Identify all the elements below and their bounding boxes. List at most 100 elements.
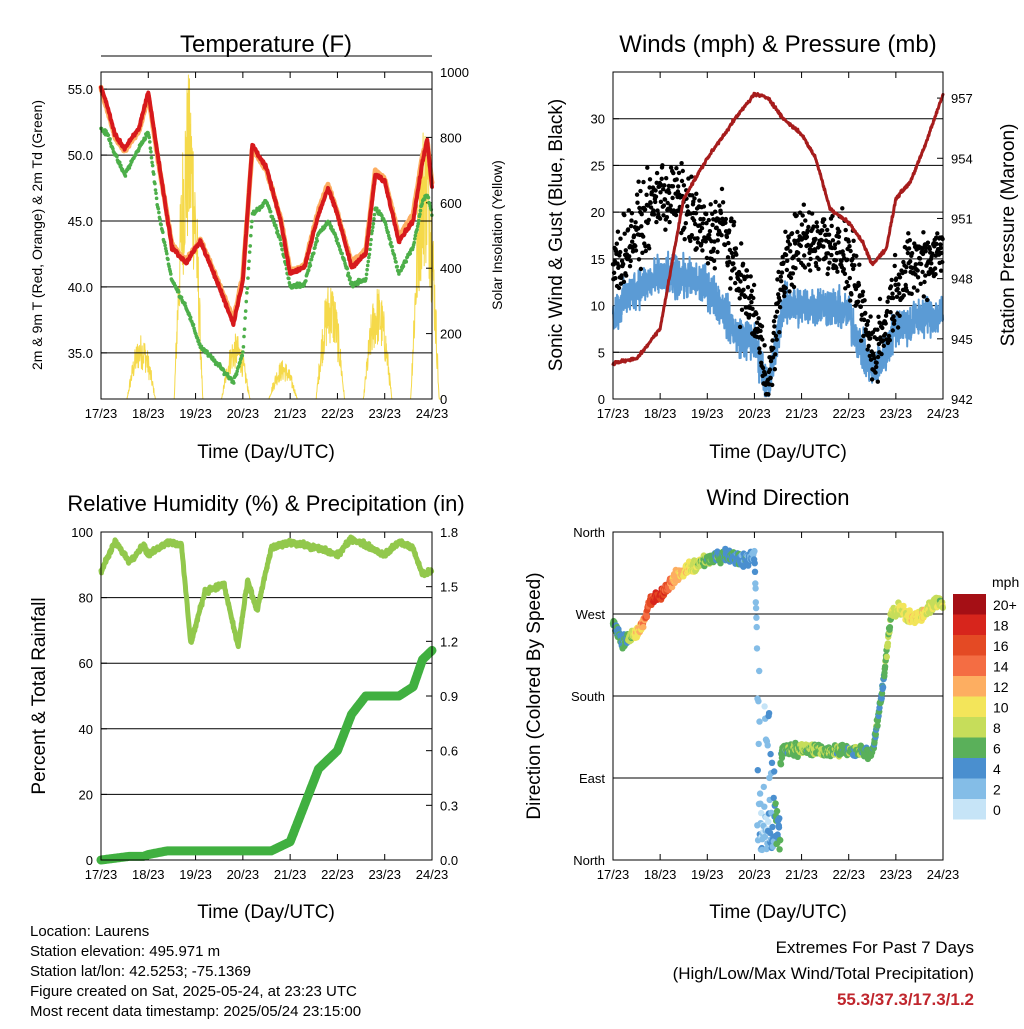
dewpoint-point xyxy=(384,222,388,227)
dewpoint-point xyxy=(392,253,397,258)
gust-point xyxy=(793,241,798,246)
gust-point xyxy=(636,179,641,184)
gust-point xyxy=(797,210,803,215)
legend-label: 10 xyxy=(993,700,1009,716)
direction-point xyxy=(761,803,768,810)
dewpoint-point xyxy=(313,245,317,250)
legend-swatch xyxy=(953,778,986,799)
gust-point xyxy=(802,265,808,270)
dewpoint-point xyxy=(388,237,392,241)
x-tick-label: 20/23 xyxy=(227,867,260,882)
gust-point xyxy=(777,330,782,335)
gust-point xyxy=(895,325,901,330)
dewpoint-point xyxy=(248,244,253,248)
gust-point xyxy=(886,333,892,339)
gust-point xyxy=(653,199,658,205)
gust-point xyxy=(840,249,845,254)
dewpoint-point xyxy=(348,276,352,280)
gust-point xyxy=(859,338,864,343)
gust-point xyxy=(784,267,790,273)
gust-point xyxy=(625,227,631,232)
legend-swatch xyxy=(953,737,986,758)
y-tick-label-right: 945 xyxy=(951,332,973,347)
direction-point xyxy=(752,580,759,587)
gust-point xyxy=(773,333,779,338)
gust-point xyxy=(664,176,669,181)
direction-point xyxy=(751,568,759,575)
direction-point xyxy=(794,753,801,760)
y-tick-label: North xyxy=(573,525,605,540)
gust-point xyxy=(823,255,828,260)
dewpoint-point xyxy=(153,181,157,186)
gust-point xyxy=(700,221,705,226)
gust-point xyxy=(813,236,818,242)
gust-point xyxy=(843,286,848,291)
y-tick-label-right: 0.6 xyxy=(440,744,458,759)
gust-point xyxy=(723,220,728,225)
gust-point xyxy=(694,246,699,251)
gust-point xyxy=(725,255,731,260)
gust-point xyxy=(728,286,733,291)
gust-point xyxy=(731,219,737,225)
direction-point xyxy=(776,846,783,853)
legend-title: mph xyxy=(992,574,1019,590)
gust-point xyxy=(707,229,713,234)
gust-point xyxy=(737,296,742,301)
x-tick-label: 19/23 xyxy=(691,867,724,882)
dewpoint-point xyxy=(416,218,421,223)
gust-point xyxy=(745,274,750,279)
gust-point xyxy=(712,266,717,271)
gust-point xyxy=(741,287,746,292)
x-tick-label: 19/23 xyxy=(179,406,212,421)
gust-point xyxy=(723,216,728,222)
dewpoint-point xyxy=(156,206,161,211)
gust-point xyxy=(613,276,618,281)
gust-point xyxy=(873,370,878,375)
x-tick-label: 21/23 xyxy=(785,867,818,882)
extremes-title: Extremes For Past 7 Days xyxy=(775,938,974,957)
dewpoint-point xyxy=(369,237,373,242)
direction-point xyxy=(773,807,781,815)
dewpoint-point xyxy=(308,263,313,268)
gust-point xyxy=(767,367,773,372)
dewpoint-point xyxy=(420,201,424,206)
gust-point xyxy=(795,229,800,235)
dewpoint-point xyxy=(372,217,376,221)
x-tick-label: 18/23 xyxy=(132,406,165,421)
direction-point xyxy=(755,698,762,705)
solar-insolation-line xyxy=(360,288,395,400)
gust-point xyxy=(796,250,801,256)
gust-point xyxy=(921,230,926,235)
temperature-panel: Temperature (F) 2m & 9m T (Red, Orange) … xyxy=(29,31,505,463)
dewpoint-point xyxy=(147,135,152,140)
gust-point xyxy=(749,300,754,305)
gust-point xyxy=(798,243,803,249)
gust-point xyxy=(836,240,841,245)
gust-point xyxy=(629,218,634,223)
gust-point xyxy=(783,252,789,258)
legend-swatch xyxy=(953,655,986,676)
legend-label: 14 xyxy=(993,659,1009,675)
gust-point xyxy=(615,229,621,234)
gust-point xyxy=(633,243,638,249)
gust-point xyxy=(770,355,776,360)
gust-point xyxy=(667,190,672,195)
gust-point xyxy=(879,351,884,357)
dewpoint-point xyxy=(271,217,276,222)
gust-point xyxy=(841,252,846,257)
temperature-x-label: Time (Day/UTC) xyxy=(197,442,335,463)
gust-point xyxy=(641,179,646,185)
direction-point xyxy=(758,809,765,817)
gust-point xyxy=(833,258,839,263)
direction-point xyxy=(767,750,774,758)
gust-point xyxy=(655,208,660,213)
dewpoint-point xyxy=(278,237,283,242)
x-tick-label: 24/23 xyxy=(927,406,960,421)
dewpoint-point xyxy=(159,222,163,227)
gust-point xyxy=(925,240,931,245)
gust-point xyxy=(862,317,867,323)
gust-point xyxy=(731,261,736,266)
gust-point xyxy=(890,328,895,333)
gust-point xyxy=(897,313,902,318)
gust-point xyxy=(832,242,838,247)
